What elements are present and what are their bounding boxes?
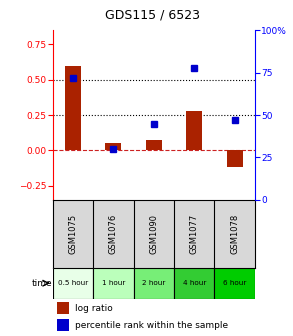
Text: log ratio: log ratio xyxy=(75,304,113,313)
Bar xyxy=(226,150,243,167)
Bar xyxy=(53,268,93,299)
Text: time: time xyxy=(31,279,52,288)
Bar xyxy=(65,66,81,150)
Text: GSM1078: GSM1078 xyxy=(230,214,239,254)
Bar xyxy=(105,143,122,150)
Bar xyxy=(174,268,214,299)
Text: 6 hour: 6 hour xyxy=(223,280,246,286)
Text: percentile rank within the sample: percentile rank within the sample xyxy=(75,321,228,330)
Text: GSM1075: GSM1075 xyxy=(69,214,77,254)
Bar xyxy=(186,111,202,150)
Bar xyxy=(214,268,255,299)
Bar xyxy=(57,319,69,331)
Bar xyxy=(134,268,174,299)
Text: 0.5 hour: 0.5 hour xyxy=(58,280,88,286)
Text: GDS115 / 6523: GDS115 / 6523 xyxy=(105,8,200,22)
Text: GSM1077: GSM1077 xyxy=(190,214,199,254)
Bar xyxy=(146,140,162,150)
Text: GSM1076: GSM1076 xyxy=(109,214,118,254)
Bar xyxy=(93,268,134,299)
Text: GSM1090: GSM1090 xyxy=(149,214,158,254)
Bar xyxy=(57,302,69,314)
Text: 4 hour: 4 hour xyxy=(183,280,206,286)
Text: 2 hour: 2 hour xyxy=(142,280,166,286)
Text: 1 hour: 1 hour xyxy=(102,280,125,286)
